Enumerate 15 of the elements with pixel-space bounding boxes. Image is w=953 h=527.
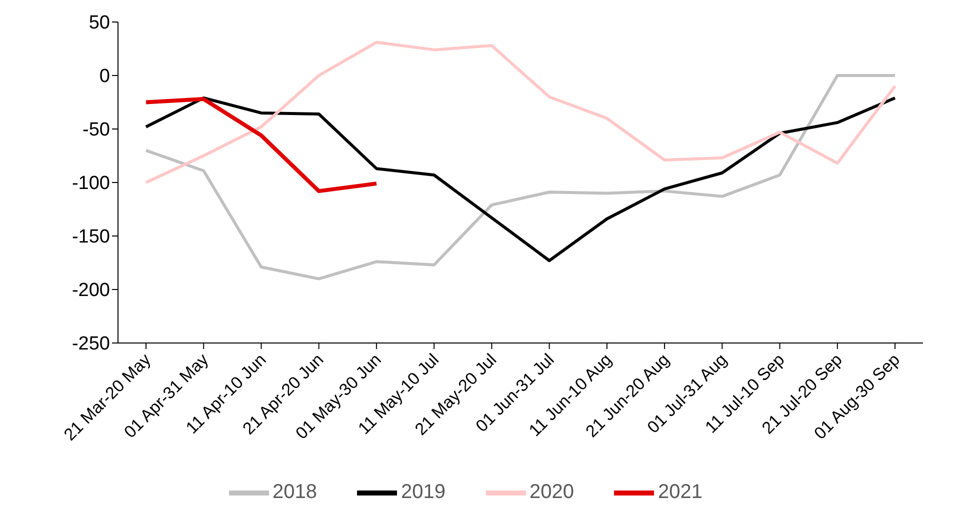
legend-label: 2020 — [530, 481, 574, 504]
legend-label: 2019 — [401, 481, 446, 504]
y-tick-label: -100 — [72, 173, 110, 194]
legend-label: 2021 — [658, 481, 702, 504]
y-tick-label: 50 — [88, 12, 110, 34]
legend-label: 2018 — [272, 481, 317, 504]
line-series — [144, 74, 896, 280]
line-series — [144, 40, 896, 184]
line-series — [144, 97, 378, 194]
y-tick-label: -50 — [82, 120, 110, 141]
y-tick-label: -250 — [72, 334, 110, 355]
y-tick-label: -150 — [72, 226, 110, 248]
y-tick-label: 0 — [99, 66, 110, 88]
line-series — [144, 96, 896, 262]
y-tick-label: -200 — [72, 280, 110, 302]
